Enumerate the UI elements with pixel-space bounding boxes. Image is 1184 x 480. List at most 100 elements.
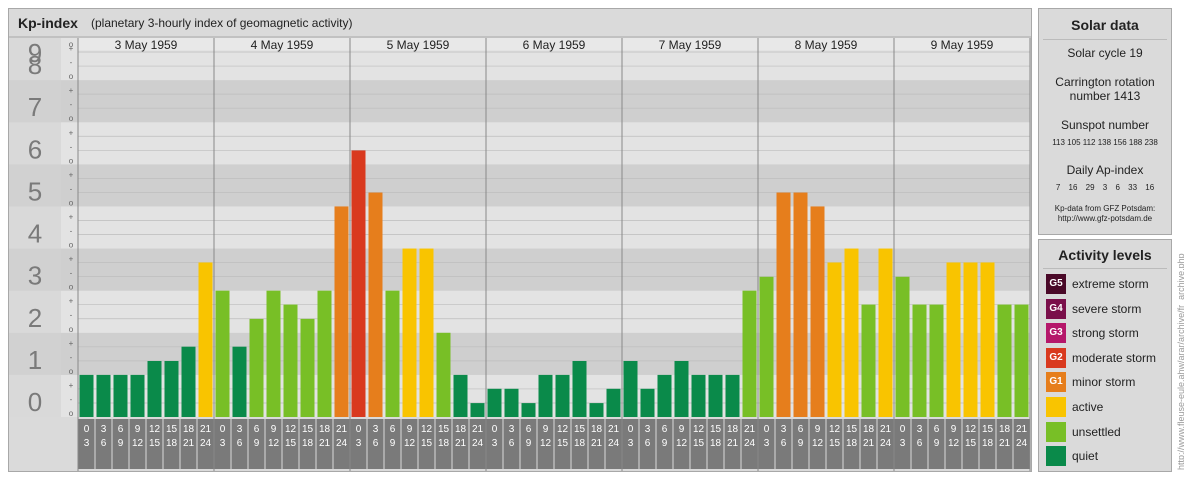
y-tick-label: 0 xyxy=(28,387,42,417)
hour-start-label: 15 xyxy=(982,424,994,435)
kp-band xyxy=(9,164,1030,207)
kp-bar xyxy=(385,290,400,417)
activity-level-swatch xyxy=(1046,397,1066,417)
hour-start-label: 18 xyxy=(863,424,875,435)
minor-tick-mark: - xyxy=(70,353,73,362)
minor-tick-mark: - xyxy=(70,184,73,193)
kp-bar xyxy=(113,374,128,417)
hour-cell xyxy=(996,419,1013,469)
hour-start-label: 18 xyxy=(727,424,739,435)
kp-bar xyxy=(504,388,519,417)
kp-bar xyxy=(300,318,315,417)
activity-level-swatch xyxy=(1046,421,1066,442)
kp-bar xyxy=(164,360,179,417)
hour-cell xyxy=(1013,419,1030,469)
ap-values: 7 16 29 3 6 33 16 xyxy=(1055,183,1155,192)
hour-end-label: 9 xyxy=(662,438,668,449)
hour-end-label: 3 xyxy=(764,438,770,449)
kp-bar xyxy=(1014,304,1029,417)
kp-chart-panel: 0 1 2 3 4 5 6 7 8 9 o - + o - + o - + o - + o - + o - + o - + o - + o - + o 3 … xyxy=(8,8,1032,472)
hour-end-label: 18 xyxy=(982,438,994,449)
activity-level-item: active xyxy=(1046,397,1170,417)
hour-end-label: 9 xyxy=(526,438,532,449)
hour-end-label: 9 xyxy=(798,438,804,449)
minor-tick-mark: o xyxy=(69,198,74,207)
kp-band xyxy=(9,374,1030,417)
y-tick-label: 1 xyxy=(28,345,42,375)
activity-level-label: extreme storm xyxy=(1072,277,1149,291)
hour-end-label: 21 xyxy=(319,438,331,449)
hour-start-label: 0 xyxy=(84,424,90,435)
source-line-1: Kp-data from GFZ Potsdam: xyxy=(1054,204,1156,213)
hour-start-label: 9 xyxy=(135,424,141,435)
hour-cell xyxy=(248,419,265,469)
hour-cell xyxy=(894,419,911,469)
y-tick-label: 6 xyxy=(28,134,42,164)
kp-bar xyxy=(436,332,451,417)
hour-start-label: 3 xyxy=(101,424,107,435)
hour-end-label: 12 xyxy=(812,438,824,449)
day-label: 6 May 1959 xyxy=(523,38,586,52)
hour-end-label: 24 xyxy=(744,438,756,449)
hour-cell xyxy=(299,419,316,469)
hour-end-label: 6 xyxy=(101,438,107,449)
hour-cell xyxy=(333,419,350,469)
hour-cell xyxy=(384,419,401,469)
kp-bar xyxy=(181,346,196,417)
hour-cell xyxy=(503,419,520,469)
hour-end-label: 15 xyxy=(421,438,433,449)
hour-cell xyxy=(945,419,962,469)
chart-subtitle: (planetary 3-hourly index of geomagnetic… xyxy=(91,16,353,30)
sunspot-values: 113 105 112 138 156 188 238 xyxy=(1052,138,1158,147)
divider xyxy=(1043,39,1167,40)
hour-start-label: 21 xyxy=(336,424,348,435)
y-axis-column xyxy=(9,38,61,417)
y-tick-label: 7 xyxy=(28,92,42,122)
hour-end-label: 3 xyxy=(356,438,362,449)
hour-end-label: 9 xyxy=(254,438,260,449)
hour-cell xyxy=(282,419,299,469)
hour-start-label: 15 xyxy=(302,424,314,435)
hour-cell xyxy=(843,419,860,469)
hour-start-label: 12 xyxy=(693,424,705,435)
hour-end-label: 24 xyxy=(200,438,212,449)
hour-cell xyxy=(792,419,809,469)
y-tick-label: 3 xyxy=(28,261,42,291)
hour-cell xyxy=(877,419,894,469)
hour-start-label: 6 xyxy=(798,424,804,435)
kp-band xyxy=(9,122,1030,165)
hour-end-label: 18 xyxy=(438,438,450,449)
activity-level-item: G3 strong storm xyxy=(1046,323,1170,344)
hour-end-label: 21 xyxy=(863,438,875,449)
kp-bar xyxy=(351,150,366,418)
hour-end-label: 18 xyxy=(846,438,858,449)
hour-end-label: 6 xyxy=(237,438,243,449)
hour-cell xyxy=(554,419,571,469)
hour-start-label: 15 xyxy=(710,424,722,435)
hour-end-label: 6 xyxy=(645,438,651,449)
hour-cell xyxy=(571,419,588,469)
minor-tick-mark: o xyxy=(69,409,74,418)
chart-header: Kp-index (planetary 3-hourly index of ge… xyxy=(9,9,1031,37)
activity-level-label: strong storm xyxy=(1072,326,1139,341)
kp-bar xyxy=(215,290,230,417)
kp-bar xyxy=(249,318,264,417)
minor-tick-mark: o xyxy=(69,325,74,334)
day-label: 3 May 1959 xyxy=(115,38,178,52)
activity-level-label: severe storm xyxy=(1072,301,1142,316)
kp-bar xyxy=(538,374,553,417)
hour-cell xyxy=(962,419,979,469)
kp-bar xyxy=(725,374,740,417)
kp-bar xyxy=(793,192,808,417)
hour-start-label: 6 xyxy=(662,424,668,435)
hour-start-label: 6 xyxy=(934,424,940,435)
hour-end-label: 12 xyxy=(132,438,144,449)
minor-tick-mark: - xyxy=(70,142,73,151)
kp-bar xyxy=(266,290,281,417)
kp-bar xyxy=(623,360,638,417)
kp-bar xyxy=(96,374,111,417)
sunspot-label: Sunspot number xyxy=(1060,118,1150,132)
hour-cell xyxy=(146,419,163,469)
minor-tick-mark: o xyxy=(69,156,74,165)
